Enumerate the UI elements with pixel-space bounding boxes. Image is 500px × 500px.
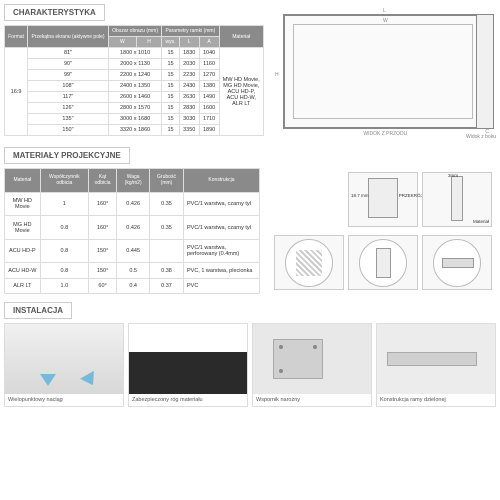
detail-circle-1 bbox=[274, 235, 344, 290]
side-view-diagram bbox=[476, 14, 494, 129]
front-view-diagram: L W H WIDOK Z PRZODU C bbox=[283, 14, 483, 129]
table-row: ACU HD-W0.8150°0.50.38PVC, 1 warstwa, pl… bbox=[5, 263, 260, 278]
cross-section-diagram: 18.7 mm PRZEKRÓJ RAMY bbox=[348, 172, 418, 227]
install-item: Wielopunktowy naciąg bbox=[4, 323, 124, 407]
install-item: Konstrukcja ramy dzielonej bbox=[376, 323, 496, 407]
detail-circle-2 bbox=[348, 235, 418, 290]
install-item: Zabezpieczony róg materiału bbox=[128, 323, 248, 407]
table-row: ACU HD-P0.8150°0.445PVC/1 warstwa, perfo… bbox=[5, 239, 260, 263]
inst-header: INSTALACJA bbox=[4, 302, 72, 319]
char-table: FormatPrzekątna ekranu (aktywne pole)Obs… bbox=[4, 25, 264, 136]
install-item: Wspornik narożny bbox=[252, 323, 372, 407]
char-header: CHARAKTERYSTYKA bbox=[4, 4, 105, 21]
mat-table: MateriałWspółczynnik odbiciaKąt odbiciaW… bbox=[4, 168, 260, 294]
detail-circle-3 bbox=[422, 235, 492, 290]
table-row: ALR LT1.060°0.40.37PVC bbox=[5, 278, 260, 293]
table-row: 16:981"1800 x 10101518301040MW HD Movie,… bbox=[5, 48, 264, 59]
diagram-area: L W H WIDOK Z PRZODU C Widok z boku bbox=[270, 4, 496, 139]
profile-diagram: 3mm Materiał bbox=[422, 172, 492, 227]
mat-header: MATERIAŁY PROJEKCYJNE bbox=[4, 147, 130, 164]
table-row: MG HD Movie0.8160°0.4260.35PVC/1 warstwa… bbox=[5, 216, 260, 240]
table-row: MW HD Movie1160°0.4260.35PVC/1 warstwa, … bbox=[5, 192, 260, 216]
